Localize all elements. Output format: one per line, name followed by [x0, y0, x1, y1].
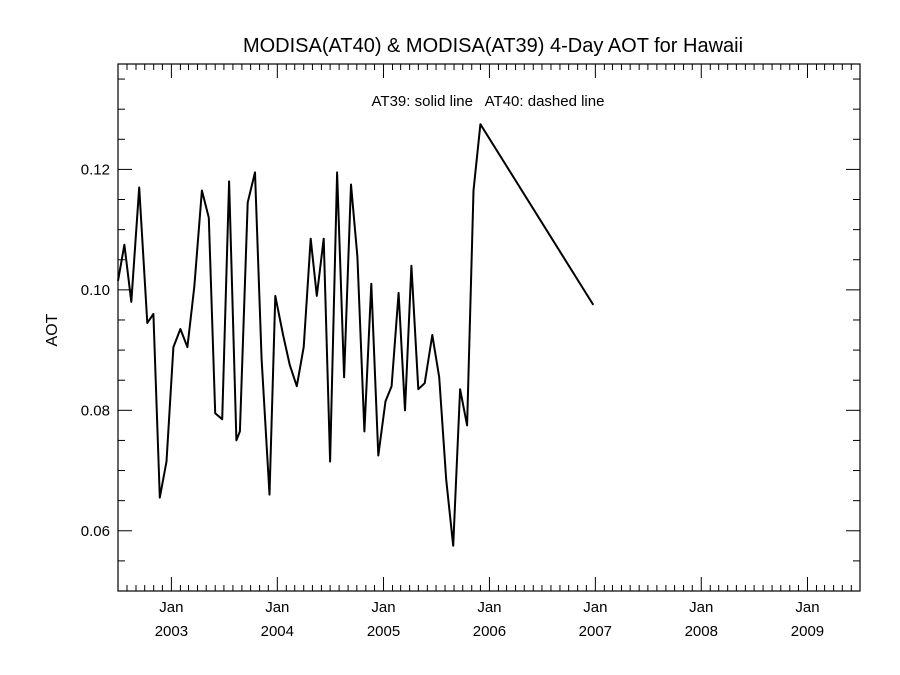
x-tick-month-label: Jan: [477, 599, 501, 616]
x-tick-month-label: Jan: [795, 599, 819, 616]
y-axis-ticks: 0.06 0.08 0.10 0.12: [81, 78, 860, 562]
y-tick-label: 0.12: [81, 161, 110, 178]
chart-annotation: AT39: solid line AT40: dashed line: [372, 93, 605, 110]
x-tick-month-label: Jan: [159, 599, 183, 616]
x-tick-year-label: 2006: [473, 623, 506, 640]
x-tick-year-label: 2008: [685, 623, 718, 640]
series-layer: [117, 123, 595, 547]
plot-frame: [117, 63, 861, 592]
x-tick-month-label: Jan: [265, 599, 289, 616]
x-axis-ticks: Jan 2003 Jan 2004 Jan 2005 Jan 2006 Jan 2007 Jan 20…: [126, 64, 852, 640]
y-tick-label: 0.06: [81, 523, 110, 540]
x-tick-year-label: 2004: [261, 623, 294, 640]
x-tick-year-label: 2007: [579, 623, 612, 640]
x-tick-year-label: 2009: [791, 623, 824, 640]
chart-title: MODISA(AT40) & MODISA(AT39) 4-Day AOT fo…: [243, 35, 743, 57]
y-tick-label: 0.10: [81, 282, 110, 299]
y-axis-label: AOT: [44, 313, 61, 346]
series-line-AT39: [117, 123, 595, 547]
x-tick-month-label: Jan: [371, 599, 395, 616]
y-tick-label: 0.08: [81, 402, 110, 419]
x-tick-year-label: 2003: [155, 623, 188, 640]
x-tick-month-label: Jan: [583, 599, 607, 616]
x-tick-month-label: Jan: [689, 599, 713, 616]
x-tick-year-label: 2005: [367, 623, 400, 640]
